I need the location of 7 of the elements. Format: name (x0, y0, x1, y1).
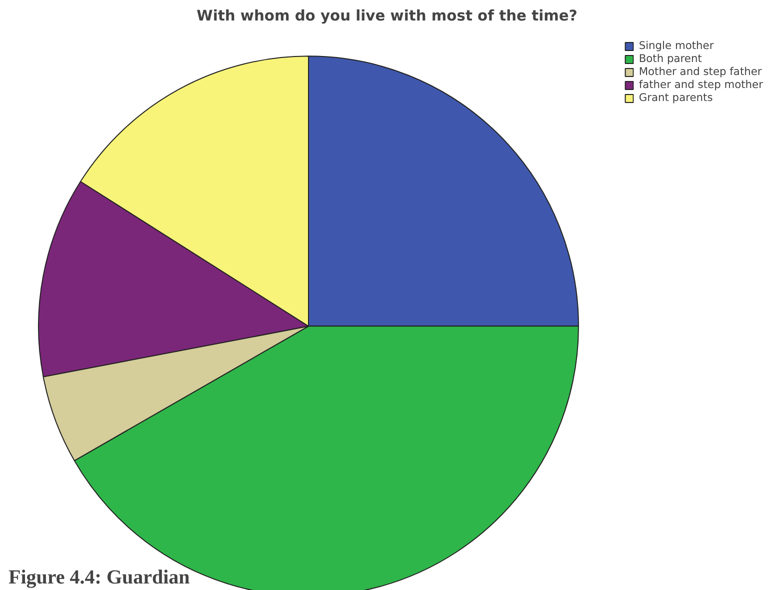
legend-label: Mother and step father (638, 65, 762, 78)
legend-label: Single mother (638, 39, 714, 52)
legend-label: father and step mother (638, 78, 763, 91)
legend-label: Grant parents (638, 91, 713, 104)
chart-title: With whom do you live with most of the time? (196, 8, 578, 24)
legend-label: Both parent (638, 52, 702, 65)
caption: Figure 4.4: Guardian (8, 566, 190, 589)
